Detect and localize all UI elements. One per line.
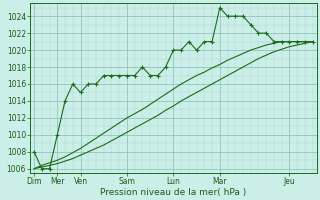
X-axis label: Pression niveau de la mer( hPa ): Pression niveau de la mer( hPa ) [100, 188, 246, 197]
